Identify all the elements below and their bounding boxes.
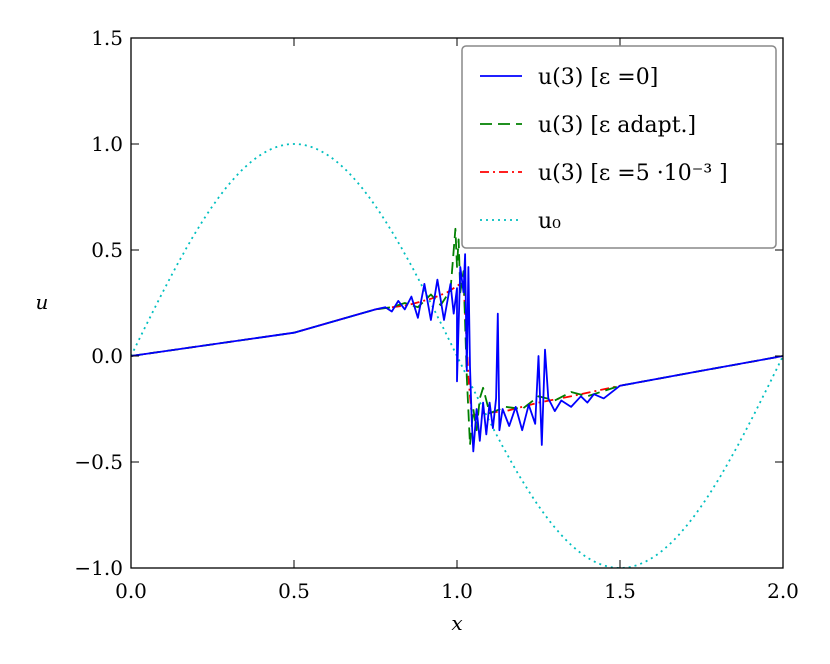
legend-box (461, 45, 777, 249)
series-layer (131, 143, 783, 568)
x-tick-label: 0.5 (278, 579, 310, 603)
legend-label: u(3) [ε adapt.] (538, 113, 696, 138)
series-line-0 (131, 253, 783, 453)
x-tick-label: 1.5 (604, 579, 636, 603)
y-tick-label: −0.5 (74, 450, 123, 474)
y-tick-label: 0.0 (91, 344, 123, 368)
legend-label: u₀ (538, 209, 561, 234)
legend-label: u(3) [ε =5 ·10⁻³ ] (538, 161, 728, 186)
y-tick-label: 1.5 (91, 26, 123, 50)
series-line-3 (131, 143, 783, 568)
y-axis-label: u (36, 290, 49, 314)
ticks-layer: 0.0 0.5 1.0 1.5 2.0 −1.0 −0.5 0.0 0.5 1.0 1.5 (74, 26, 798, 603)
y-tick-label: −1.0 (74, 556, 123, 580)
legend-label: u(3) [ε =0] (538, 65, 658, 90)
y-tick-label: 0.5 (91, 238, 123, 262)
x-axis-label: x (451, 611, 462, 635)
x-tick-label: 0.0 (115, 579, 147, 603)
x-tick-label: 1.0 (441, 579, 473, 603)
x-tick-label: 2.0 (767, 579, 799, 603)
y-tick-label: 1.0 (91, 132, 123, 156)
series-line-1 (131, 227, 783, 446)
legend: u(3) [ε =0] u(3) [ε adapt.] u(3) [ε =5 ·10… (461, 45, 777, 249)
series-line-2 (131, 280, 783, 417)
